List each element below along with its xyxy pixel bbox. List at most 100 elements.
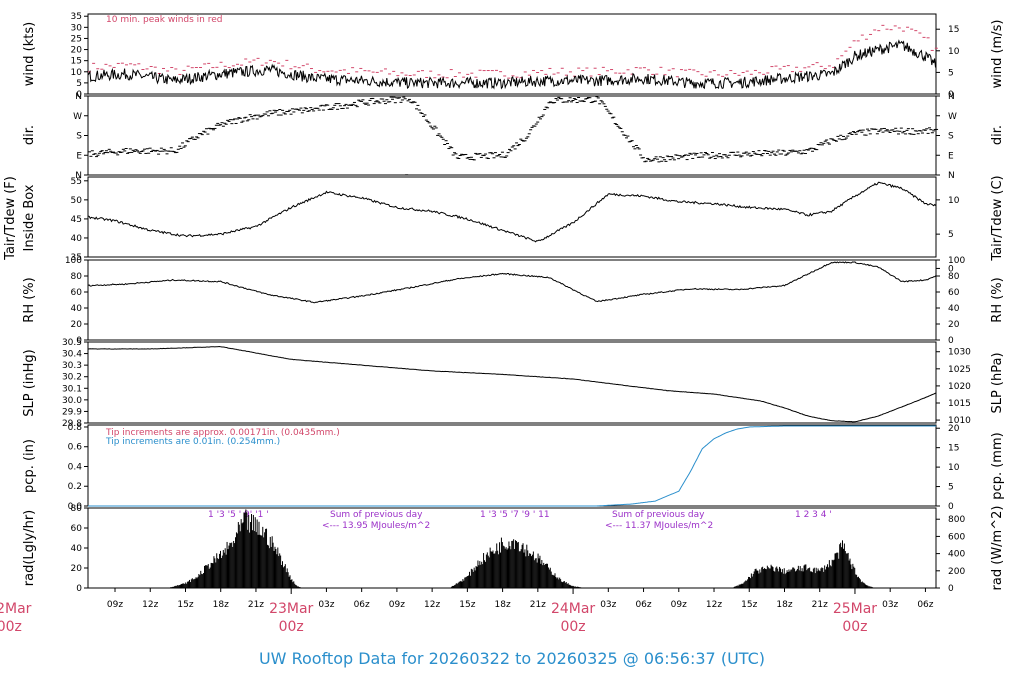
ylabel-pcp-left: pcp. (in): [22, 439, 37, 493]
dir-right-tick-label: W: [948, 112, 957, 122]
temp-right-tick-label: 0: [948, 264, 954, 274]
slp-left-tick-label: 30.4: [62, 350, 82, 360]
date-label-day: 23Mar: [269, 601, 313, 617]
date-label-hour: 00z: [0, 619, 22, 635]
rad-sum-value-2: <--- 11.37 MJoules/m^2: [605, 521, 713, 531]
rad-left-tick-label: 20: [71, 564, 83, 574]
pcp-right-tick-label: 5: [948, 483, 954, 493]
dir-left-tick-label: N: [75, 171, 82, 181]
rad-right-tick-label: 600: [948, 532, 965, 542]
rad-right-tick-label: 0: [948, 584, 954, 594]
slp-left-tick-label: 30.2: [62, 373, 82, 383]
ylabel-rh-right: RH (%): [990, 277, 1005, 322]
hour-tick-label: 12z: [142, 600, 158, 610]
date-label-hour: 00z: [560, 619, 585, 635]
slp-left-tick-label: 30.0: [62, 396, 82, 406]
pcp-note-red: Tip increments are approx. 0.00171in. (0…: [105, 428, 340, 438]
temp-right-tick-label: 5: [948, 230, 954, 240]
temp-left-tick-label: 50: [71, 196, 83, 206]
hour-tick-label: 03z: [882, 600, 898, 610]
rh-left-tick-label: 0: [76, 336, 82, 346]
dir-right-tick-label: S: [948, 132, 954, 142]
hour-tick-label: 09z: [671, 600, 687, 610]
hour-tick-label: 09z: [107, 600, 123, 610]
rh-right-tick-label: 100: [948, 256, 965, 266]
hour-tick-label: 15z: [741, 600, 757, 610]
rh-right-tick-label: 0: [948, 336, 954, 346]
pcp-left-tick-label: 0.0: [68, 502, 83, 512]
ylabel-slp-left: SLP (inHg): [22, 349, 37, 417]
wind-right-tick-label: 15: [948, 25, 959, 35]
rad-hour-marks-2: 1 '3 '5 '7 '9 ' 11: [480, 510, 550, 520]
rad-left-tick-label: 0: [76, 584, 82, 594]
ylabel-pcp-right: pcp. (mm): [990, 432, 1005, 499]
rad-sum-value-1: <--- 13.95 MJoules/m^2: [322, 521, 430, 531]
pcp-right-tick-label: 10: [948, 463, 960, 473]
pcp-note-blue: Tip increments are 0.01in. (0.254mm.): [105, 437, 280, 447]
slp-left-tick-label: 29.9: [62, 407, 82, 417]
rh-right-tick-label: 40: [948, 304, 960, 314]
slp-right-tick-label: 1015: [948, 399, 971, 409]
wind-left-tick-label: 30: [71, 23, 83, 33]
rh-left-tick-label: 40: [71, 304, 83, 314]
pcp-left-tick-label: 0.8: [68, 423, 83, 433]
rh-left-tick-label: 80: [71, 272, 83, 282]
pcp-right-tick-label: 0: [948, 502, 954, 512]
rh-left-tick-label: 100: [65, 256, 82, 266]
panel-slp: [87, 341, 937, 424]
ylabel-dir-right: dir.: [990, 125, 1005, 145]
temp-left-tick-label: 55: [71, 177, 82, 187]
wind-right-tick-label: 5: [948, 68, 954, 78]
wind-left-tick-label: 0: [76, 90, 82, 100]
panel-frame-temp: [87, 176, 937, 258]
hour-tick-label: 15z: [459, 600, 475, 610]
wind-left-tick-label: 25: [71, 34, 82, 44]
dir-left-tick-label: N: [75, 92, 82, 102]
slp-left-tick-label: 30.1: [62, 384, 82, 394]
rad-sum-title-2: Sum of previous day: [612, 510, 705, 520]
date-label-hour: 00z: [842, 619, 867, 635]
hour-tick-label: 06z: [635, 600, 651, 610]
panel-frame-rh: [87, 259, 937, 341]
temp-left-tick-label: 35: [71, 253, 82, 263]
panel-wind: 10 min. peak winds in red: [87, 13, 937, 95]
wind-left-tick-label: 20: [71, 46, 83, 56]
peak-wind-note: 10 min. peak winds in red: [106, 15, 223, 25]
hour-tick-label: 06z: [917, 600, 933, 610]
pcp-left-tick-label: 0.6: [68, 443, 83, 453]
hour-tick-label: 03z: [600, 600, 616, 610]
hour-tick-label: 18z: [213, 600, 229, 610]
ylabel-temp-left-1: Tair/Tdew (F): [3, 176, 18, 261]
slp-left-tick-label: 30.3: [62, 361, 82, 371]
temp-left-tick-label: 40: [71, 234, 83, 244]
wind-left-tick-label: 5: [76, 79, 82, 89]
ylabel-dir-left: dir.: [22, 125, 37, 145]
wind-right-tick-label: 10: [948, 47, 960, 57]
slp-series-line: [87, 345, 937, 423]
dir-right-tick-label: N: [948, 171, 955, 181]
pcp-left-tick-label: 0.4: [68, 462, 83, 472]
wind-left-tick-label: 15: [71, 57, 82, 67]
dir-right-tick-label: N: [948, 92, 955, 102]
pcp-series-line: [88, 425, 936, 507]
ylabel-rad-right: rad (W/m^2): [990, 506, 1005, 591]
pcp-left-tick-label: 0.2: [68, 482, 82, 492]
rh-series-line: [87, 261, 937, 304]
rh-right-tick-label: 80: [948, 272, 960, 282]
hour-tick-label: 06z: [354, 600, 370, 610]
ylabel-wind-right: wind (m/s): [990, 20, 1005, 89]
ylabel-temp-left-2: Inside Box: [22, 184, 37, 251]
panel-rh: [87, 259, 937, 341]
dir-left-tick-label: S: [76, 132, 82, 142]
dir-right-tick-label: E: [948, 151, 954, 161]
rad-hour-marks-3: 1 2 3 4 ': [795, 510, 832, 520]
rad-left-tick-label: 60: [71, 524, 83, 534]
hour-tick-label: 21z: [248, 600, 264, 610]
slp-right-tick-label: 1030: [948, 348, 971, 358]
rh-left-tick-label: 20: [71, 320, 83, 330]
hour-tick-label: 12z: [424, 600, 440, 610]
hour-tick-label: 12z: [706, 600, 722, 610]
slp-left-tick-label: 29.8: [62, 419, 82, 429]
slp-right-tick-label: 1020: [948, 382, 971, 392]
panel-frame-dir: [87, 95, 937, 176]
